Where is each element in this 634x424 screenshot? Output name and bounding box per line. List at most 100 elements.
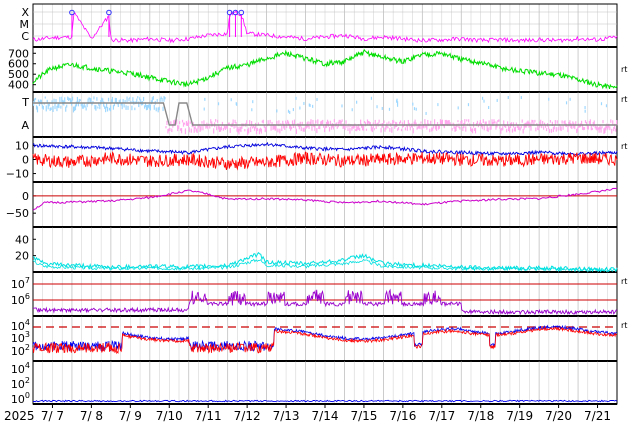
density-t-mark (66, 104, 68, 108)
density-t-mark (109, 105, 112, 112)
density-a-mark (227, 122, 229, 126)
imf-bz-line (32, 150, 618, 171)
density-a-mark (303, 128, 305, 132)
bottom-panel-line (32, 399, 618, 403)
density-a-mark (276, 120, 278, 126)
density-a-mark (370, 125, 372, 131)
density-a-mark (397, 128, 399, 131)
density-a-mark (248, 127, 250, 134)
density-a-mark (562, 125, 564, 130)
density-t-mark (88, 97, 90, 100)
density-a-mark (195, 128, 197, 132)
density-a-mark (607, 123, 609, 130)
density-a-mark (449, 122, 451, 126)
density-a-mark (485, 121, 487, 125)
density-t-mark (128, 98, 130, 102)
density-a-mark (579, 124, 581, 128)
density-a-mark (544, 122, 546, 126)
density-t-mark (251, 108, 253, 112)
density-a-mark (440, 120, 443, 126)
density-t-mark (114, 97, 116, 103)
x-year-label: 2025 (4, 409, 35, 423)
proton-flux-red-line (32, 326, 618, 355)
density-a-mark (544, 124, 547, 128)
density-a-mark (482, 119, 484, 124)
density-t-mark (565, 101, 568, 105)
density-a-mark (264, 126, 266, 133)
density-a-mark (340, 120, 342, 127)
density-t-mark (74, 104, 77, 111)
density-t-mark (139, 97, 141, 101)
density-a-mark (421, 124, 423, 130)
y-tick-label: 400 (8, 79, 29, 92)
density-a-mark (399, 120, 402, 124)
density-a-mark (229, 127, 231, 133)
density-t-mark (488, 105, 490, 109)
density-t-mark (75, 101, 78, 107)
density-t-mark (548, 97, 550, 101)
density-a-mark (611, 128, 613, 134)
density-a-mark (516, 124, 518, 128)
density-a-mark (392, 119, 394, 125)
density-t-mark (147, 104, 150, 108)
density-a-mark (479, 119, 481, 126)
density-t-mark (396, 101, 399, 105)
density-a-mark (435, 125, 438, 131)
density-a-mark (361, 123, 363, 128)
density-a-mark (325, 124, 327, 129)
density-a-mark (191, 124, 193, 128)
density-a-mark (542, 121, 544, 125)
density-a-mark (590, 124, 592, 131)
density-t-mark (437, 103, 439, 107)
density-t-mark (289, 110, 291, 114)
density-a-mark (252, 126, 254, 129)
density-a-mark (356, 125, 358, 132)
density-a-mark (374, 119, 376, 125)
density-a-mark (285, 120, 287, 124)
x-tick-label: 7/ 9 (119, 409, 142, 423)
density-a-mark (507, 125, 510, 132)
density-t-mark (52, 106, 54, 112)
density-a-mark (251, 121, 253, 127)
density-t-mark (56, 105, 58, 112)
density-a-mark (507, 121, 509, 127)
density-a-mark (494, 121, 496, 124)
density-t-mark (203, 107, 205, 111)
density-a-mark (459, 126, 461, 130)
density-a-mark (443, 124, 445, 129)
density-t-mark (61, 96, 63, 103)
density-a-mark (330, 125, 333, 130)
right-label: rt (621, 95, 627, 104)
density-t-mark (44, 96, 46, 99)
density-a-mark (576, 128, 578, 134)
density-a-mark (549, 120, 552, 123)
density-a-mark (445, 119, 447, 125)
density-a-mark (255, 128, 258, 135)
density-t-mark (413, 107, 416, 111)
density-a-mark (234, 119, 236, 124)
density-a-mark (559, 125, 561, 131)
density-a-mark (346, 125, 348, 128)
density-a-mark (249, 120, 251, 126)
density-t-mark (295, 96, 297, 100)
density-a-mark (359, 127, 361, 131)
density-t-mark (47, 103, 49, 110)
density-a-mark (269, 119, 271, 124)
density-a-mark (536, 123, 538, 126)
density-a-mark (418, 123, 420, 129)
density-t-mark (65, 106, 67, 112)
density-a-mark (226, 124, 228, 130)
density-a-mark (389, 127, 391, 132)
density-t-mark (59, 96, 61, 103)
density-t-mark (90, 98, 92, 104)
density-a-mark (333, 119, 335, 123)
density-a-mark (560, 126, 562, 132)
y-tick-label: 104 (11, 318, 30, 333)
density-t-mark (89, 97, 91, 103)
density-t-mark (600, 102, 603, 106)
density-a-mark (511, 128, 514, 133)
density-a-mark (471, 128, 473, 132)
density-a-mark (291, 120, 294, 126)
density-a-mark (489, 126, 491, 131)
y-tick-label: −50 (6, 207, 29, 220)
